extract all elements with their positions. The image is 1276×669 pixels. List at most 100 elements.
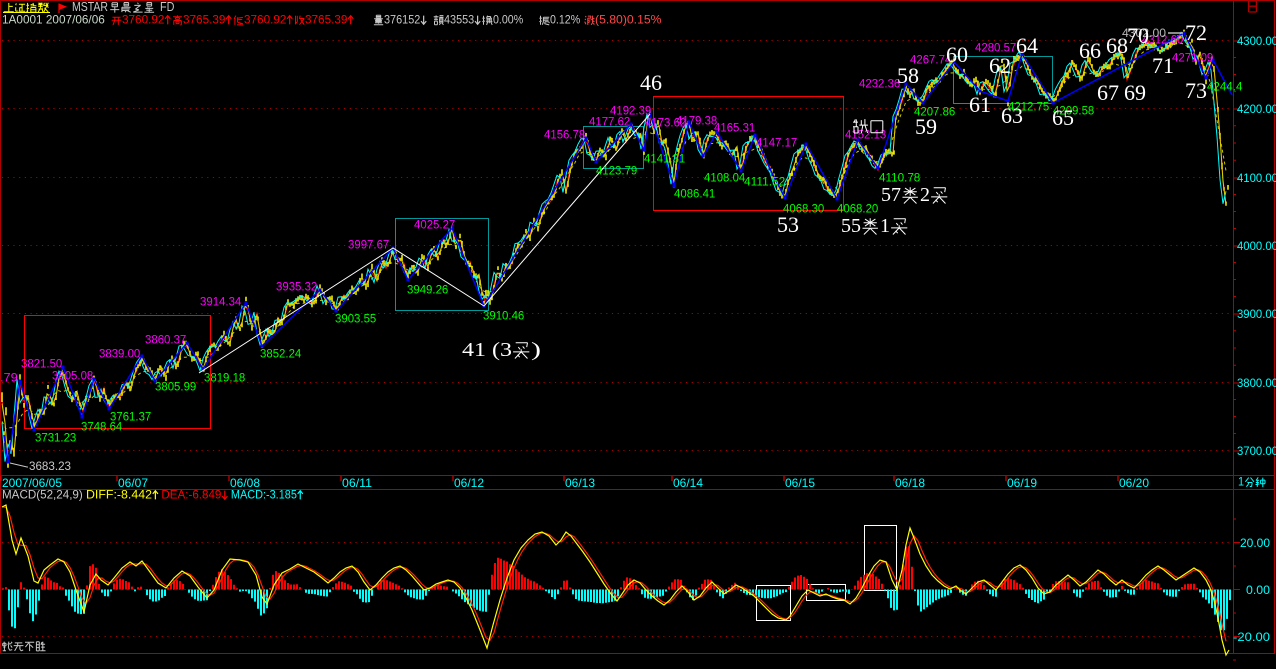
svg-text:376152: 376152 [384, 13, 421, 27]
svg-text:06/15: 06/15 [785, 476, 815, 490]
svg-text:55: 55 [841, 215, 861, 237]
svg-text:0.00: 0.00 [1246, 583, 1270, 597]
svg-text:FD: FD [160, 0, 174, 14]
svg-text:62: 62 [989, 53, 1011, 78]
svg-text:1: 1 [1238, 475, 1244, 489]
svg-text:59: 59 [915, 114, 937, 139]
svg-text:57: 57 [881, 184, 901, 206]
svg-text:73: 73 [1185, 78, 1207, 103]
svg-text:3683.23: 3683.23 [29, 459, 71, 473]
svg-text:4177.62: 4177.62 [589, 115, 631, 129]
svg-text:70: 70 [1127, 23, 1149, 48]
svg-text:DIFF:-8.442: DIFF:-8.442 [86, 488, 152, 502]
svg-text:46: 46 [640, 70, 662, 95]
svg-text:0.00%: 0.00% [493, 13, 523, 27]
svg-text:4086.41: 4086.41 [674, 187, 716, 201]
svg-text:06/18: 06/18 [895, 476, 925, 490]
svg-text:4244.4: 4244.4 [1207, 80, 1243, 94]
svg-text:4192.39: 4192.39 [610, 104, 652, 118]
svg-text:60: 60 [946, 42, 968, 67]
svg-text:06/12: 06/12 [454, 476, 484, 490]
svg-text:3821.50: 3821.50 [21, 357, 63, 371]
svg-text:06/13: 06/13 [565, 476, 595, 490]
svg-text:20.00: 20.00 [1240, 536, 1270, 550]
svg-text:4302.00: 4302.00 [1122, 26, 1166, 40]
svg-text:06/19: 06/19 [1007, 476, 1037, 490]
svg-text:4212.75: 4212.75 [1008, 100, 1050, 114]
svg-text:-20.00: -20.00 [1233, 630, 1270, 644]
svg-text:3760.92: 3760.92 [244, 13, 287, 27]
svg-text:69: 69 [1124, 80, 1146, 105]
svg-text:DEA:-6.849: DEA:-6.849 [161, 488, 221, 502]
svg-text:4165.31: 4165.31 [714, 121, 756, 135]
svg-text:2: 2 [920, 184, 930, 206]
svg-text:3914.34: 3914.34 [200, 295, 242, 309]
svg-text:1: 1 [880, 215, 890, 237]
svg-text:4108.04: 4108.04 [704, 171, 746, 185]
svg-text:4068.20: 4068.20 [837, 202, 879, 216]
svg-text:4000.00: 4000.00 [1237, 239, 1276, 253]
svg-text:4267.74: 4267.74 [910, 53, 952, 67]
svg-text:4300.00: 4300.00 [1237, 34, 1276, 48]
svg-text:4147.17: 4147.17 [756, 136, 798, 150]
svg-text:65: 65 [1052, 105, 1074, 130]
svg-text:.79: .79 [0, 371, 18, 385]
svg-text:68: 68 [1106, 33, 1128, 58]
svg-text:4271.09: 4271.09 [1172, 51, 1214, 65]
svg-text:3860.37: 3860.37 [145, 333, 187, 347]
svg-text:3903.55: 3903.55 [335, 312, 377, 326]
svg-text:MACD(52,24,9): MACD(52,24,9) [2, 488, 86, 502]
svg-text:58: 58 [897, 63, 919, 88]
svg-text:3997.67: 3997.67 [348, 238, 390, 252]
svg-text:3805.08: 3805.08 [52, 369, 94, 383]
svg-text:3765.39: 3765.39 [183, 13, 226, 27]
svg-text:3748.64: 3748.64 [81, 420, 123, 434]
svg-text:3839.00: 3839.00 [99, 347, 141, 361]
svg-text:3805.99: 3805.99 [155, 380, 197, 394]
svg-text:3700.00: 3700.00 [1237, 444, 1276, 458]
svg-text:06/07: 06/07 [118, 476, 148, 490]
svg-text:4068.30: 4068.30 [783, 202, 825, 216]
svg-text:4200.00: 4200.00 [1237, 102, 1276, 116]
svg-text:4123.79: 4123.79 [596, 164, 638, 178]
svg-text:4232.36: 4232.36 [859, 77, 901, 91]
svg-text:4179.38: 4179.38 [676, 114, 718, 128]
svg-text:3765.39: 3765.39 [305, 13, 348, 27]
svg-text:MSTAR: MSTAR [72, 0, 108, 14]
svg-text:3910.46: 3910.46 [483, 309, 525, 323]
svg-text:06/20: 06/20 [1119, 476, 1149, 490]
svg-text:4100.00: 4100.00 [1237, 171, 1276, 185]
svg-text:4111.52: 4111.52 [744, 175, 786, 189]
svg-text:4207.86: 4207.86 [914, 105, 956, 119]
svg-text:06/14: 06/14 [673, 476, 703, 490]
svg-text:3819.18: 3819.18 [204, 371, 246, 385]
svg-text:71: 71 [1152, 53, 1174, 78]
svg-text:2007/06/05: 2007/06/05 [2, 476, 62, 490]
svg-text:3900.00: 3900.00 [1237, 307, 1276, 321]
svg-text:4312.60: 4312.60 [1142, 33, 1184, 47]
svg-text:4173.62: 4173.62 [645, 116, 687, 130]
svg-text:63: 63 [1001, 103, 1023, 128]
svg-text:(5.80)0.15%: (5.80)0.15% [595, 13, 662, 27]
svg-text:0.12%: 0.12% [550, 13, 580, 27]
svg-text:06/11: 06/11 [342, 476, 372, 490]
svg-text:3800.00: 3800.00 [1237, 376, 1276, 390]
svg-text:4025.27: 4025.27 [414, 218, 456, 232]
svg-text:3761.37: 3761.37 [110, 410, 152, 424]
svg-text:66: 66 [1079, 38, 1101, 63]
svg-text:): ) [531, 339, 541, 361]
svg-text:72: 72 [1185, 20, 1207, 45]
svg-text:1A0001 2007/06/06: 1A0001 2007/06/06 [2, 13, 105, 27]
svg-text:64: 64 [1016, 33, 1038, 58]
svg-text:4110.78: 4110.78 [879, 171, 921, 185]
svg-text:41 (3: 41 (3 [462, 339, 512, 361]
svg-text:4280.57: 4280.57 [975, 41, 1017, 55]
svg-text:4156.78: 4156.78 [544, 128, 586, 142]
svg-text:4152.13: 4152.13 [845, 128, 887, 142]
svg-text:MACD:-3.185: MACD:-3.185 [231, 488, 297, 502]
svg-text:67: 67 [1097, 80, 1119, 105]
svg-text:3760.92: 3760.92 [122, 13, 165, 27]
svg-text:4141.31: 4141.31 [644, 152, 686, 166]
svg-text:61: 61 [969, 92, 991, 117]
svg-text:4209.58: 4209.58 [1053, 104, 1095, 118]
